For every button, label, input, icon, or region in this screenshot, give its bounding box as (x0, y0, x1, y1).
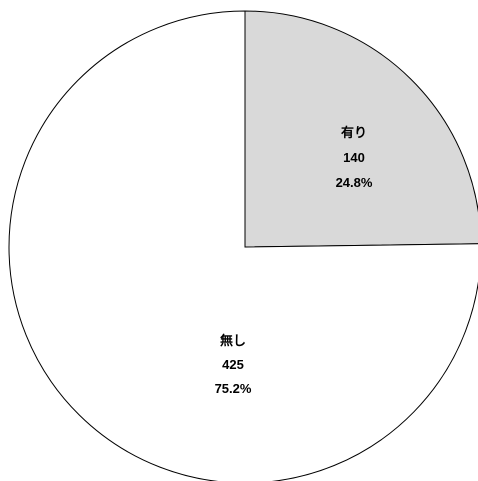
slice-label-ari-value: 140 (343, 150, 365, 165)
slice-label-nashi-percent: 75.2% (215, 381, 252, 396)
slice-label-ari-name: 有り (341, 125, 367, 140)
pie-slice-ari (244, 10, 478, 248)
slice-label-nashi-value: 425 (222, 357, 244, 372)
pie-slices (8, 10, 478, 481)
slice-label-ari-percent: 24.8% (336, 175, 373, 190)
pie-slice-nashi (8, 10, 478, 481)
slice-label-nashi-name: 無し (220, 333, 246, 348)
